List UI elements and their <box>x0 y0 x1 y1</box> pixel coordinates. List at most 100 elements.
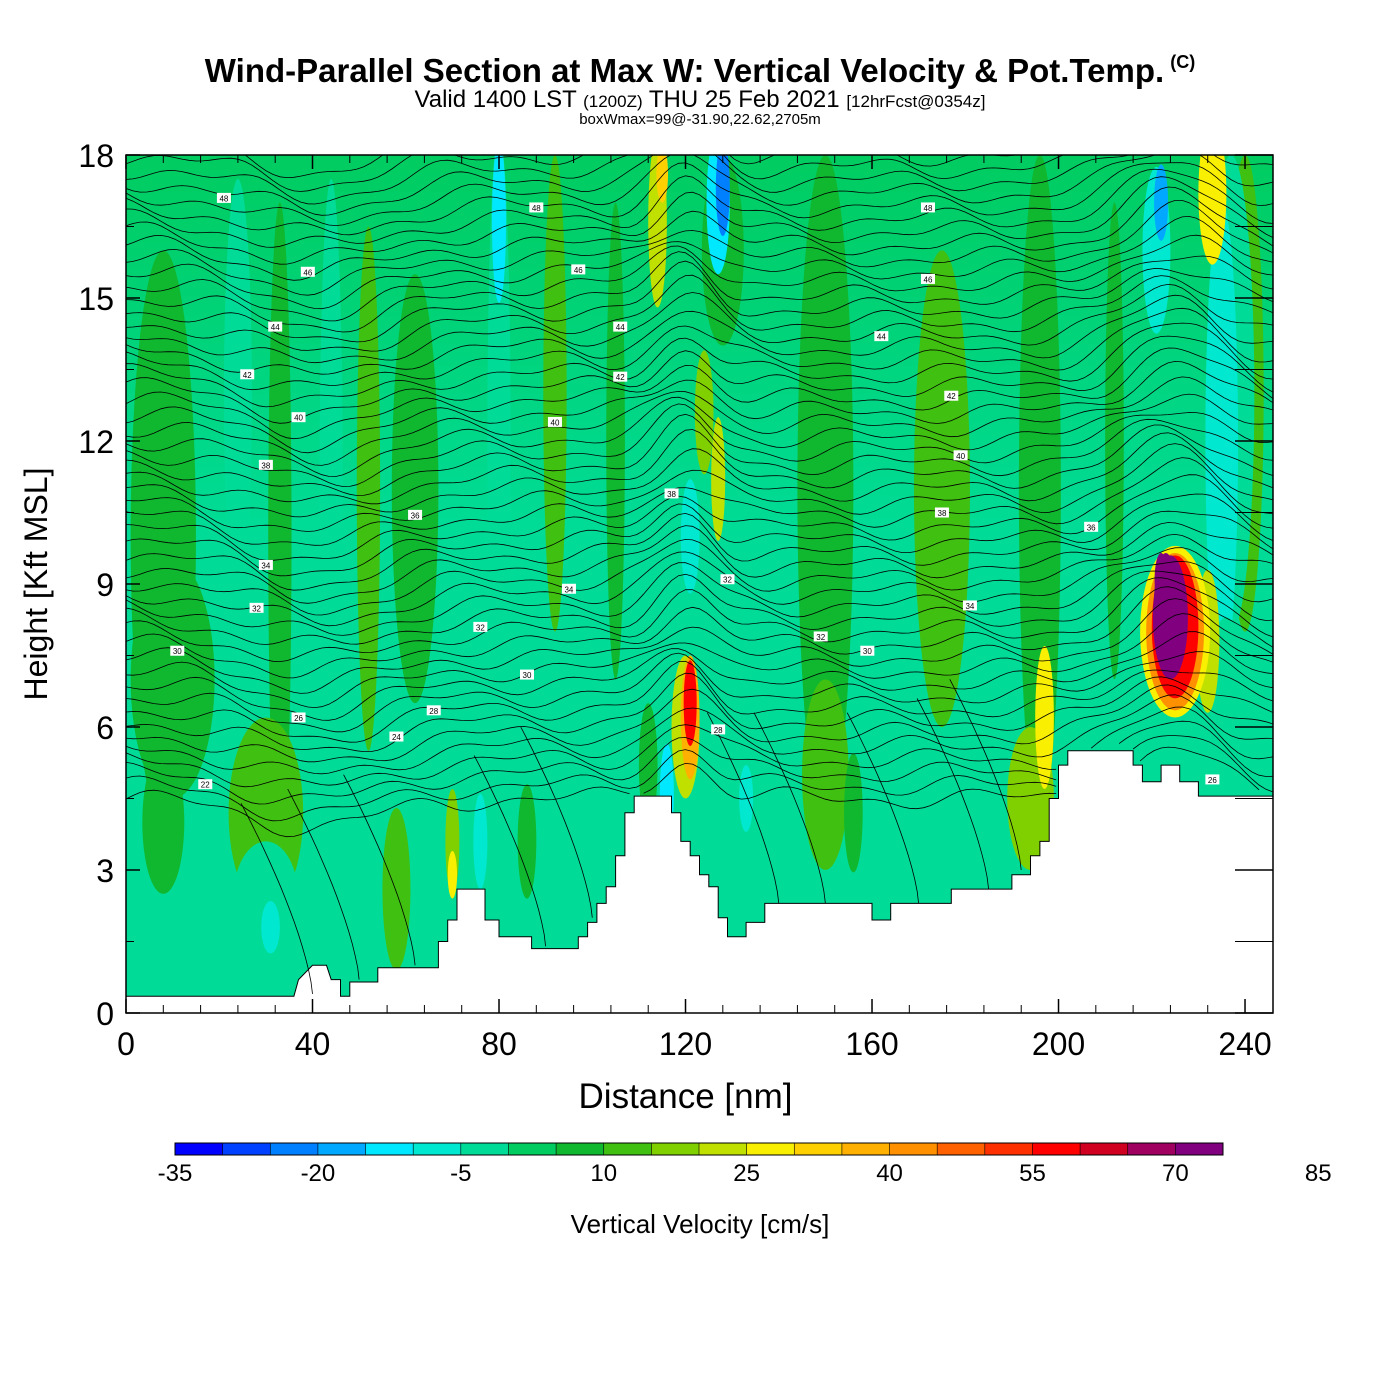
svg-text:28: 28 <box>714 726 723 735</box>
isentrope-line <box>126 735 1273 822</box>
velocity-cell <box>1105 202 1124 680</box>
isentrope-line <box>126 393 1273 477</box>
isentrope-line <box>126 443 1273 532</box>
colorbar-swatch <box>603 1143 652 1155</box>
y-tick-label: 15 <box>78 281 114 317</box>
velocity-cell <box>517 784 537 899</box>
colorbar-swatch <box>508 1143 557 1155</box>
isentrope-line <box>126 155 1018 192</box>
colorbar-label: Vertical Velocity [cm/s] <box>571 1209 830 1239</box>
valid-time: Valid 1400 LST <box>414 86 577 113</box>
colorbar-swatch <box>175 1143 224 1155</box>
isentrope-line <box>916 698 989 890</box>
isentrope-line <box>240 803 313 994</box>
svg-text:26: 26 <box>294 714 303 723</box>
svg-text:38: 38 <box>938 509 947 518</box>
colorbar-swatch <box>651 1143 700 1155</box>
velocity-cell <box>1198 155 1227 265</box>
x-tick-label: 80 <box>481 1026 517 1062</box>
colorbar-swatch <box>1175 1143 1224 1155</box>
x-tick-label: 0 <box>117 1026 135 1062</box>
isentrope-label: 26 <box>291 712 306 723</box>
velocity-cell <box>715 155 730 237</box>
velocity-cell <box>473 793 488 890</box>
chart-title: Wind-Parallel Section at Max W: Vertical… <box>0 52 1400 90</box>
velocity-cell <box>844 753 863 873</box>
svg-text:32: 32 <box>723 576 732 585</box>
isentrope-line <box>126 155 1273 216</box>
x-tick-label: 240 <box>1218 1026 1271 1062</box>
isentrope-line <box>126 651 1273 733</box>
x-tick-label: 40 <box>295 1026 331 1062</box>
velocity-cell <box>268 202 292 871</box>
svg-text:34: 34 <box>261 561 270 570</box>
svg-text:42: 42 <box>243 371 252 380</box>
colorbar-swatch <box>413 1143 462 1155</box>
terrain <box>125 750 1274 1014</box>
velocity-cell <box>797 155 854 823</box>
velocity-cell <box>802 679 849 871</box>
svg-text:36: 36 <box>411 511 420 520</box>
svg-text:46: 46 <box>303 268 312 277</box>
isentrope-line <box>126 720 1273 805</box>
isentrope-line <box>706 712 780 904</box>
isentrope-label: 28 <box>426 705 441 716</box>
isentrope-line <box>126 155 1273 227</box>
isentrope-label: 32 <box>249 602 264 613</box>
forecast-info: [12hrFcst@0354z] <box>846 92 986 111</box>
isentrope-label: 38 <box>664 488 679 499</box>
svg-text:48: 48 <box>924 204 933 213</box>
velocity-cell <box>1018 155 1061 823</box>
isentrope-line <box>244 155 384 179</box>
isentrope-line <box>126 335 1273 424</box>
isentrope-label: 22 <box>198 779 213 790</box>
isentrope-label: 26 <box>1205 774 1220 785</box>
isentrope-label: 32 <box>813 631 828 642</box>
isentrope-label: 48 <box>529 202 544 213</box>
colorbar-swatch <box>222 1143 271 1155</box>
isentrope-line <box>126 376 1273 466</box>
colorbar-swatch <box>270 1143 319 1155</box>
isentrope-label: 46 <box>571 264 586 275</box>
svg-text:36: 36 <box>1087 523 1096 532</box>
velocity-cell <box>223 178 252 608</box>
isentrope-line <box>126 200 1273 296</box>
velocity-cell <box>391 274 439 704</box>
svg-text:32: 32 <box>476 623 485 632</box>
velocity-cell <box>200 898 257 975</box>
colorbar-tick-label: 25 <box>733 1160 760 1187</box>
isentrope-line <box>126 510 1273 591</box>
colorbar-swatch <box>460 1143 509 1155</box>
svg-text:42: 42 <box>947 392 956 401</box>
isentrope-line <box>126 522 1273 604</box>
velocity-cell <box>708 698 747 870</box>
isentrope-line <box>126 215 1273 310</box>
y-tick-label: 18 <box>78 138 114 174</box>
colorbar-swatch <box>841 1143 890 1155</box>
colorbar-tick-label: -35 <box>158 1160 193 1187</box>
colorbar-swatch <box>937 1143 986 1155</box>
svg-text:26: 26 <box>1208 776 1217 785</box>
isentrope-line <box>126 322 1273 408</box>
isentrope-label: 38 <box>934 507 949 518</box>
colorbar-swatch <box>699 1143 748 1155</box>
isentrope-label: 46 <box>300 266 315 277</box>
svg-text:40: 40 <box>956 452 965 461</box>
isentrope-line <box>126 176 1273 265</box>
svg-text:22: 22 <box>201 781 210 790</box>
velocity-cell <box>913 250 970 728</box>
svg-text:38: 38 <box>667 490 676 499</box>
velocity-cell <box>447 850 458 899</box>
isentrope-label: 40 <box>953 450 968 461</box>
velocity-cell <box>142 750 185 894</box>
isentrope-label: 34 <box>258 559 273 570</box>
isentrope-line <box>126 162 1273 236</box>
isentrope-line <box>753 712 826 904</box>
isentrope-line <box>126 533 1273 616</box>
isentrope-label: 46 <box>920 273 935 284</box>
svg-text:28: 28 <box>429 707 438 716</box>
svg-text:30: 30 <box>173 647 182 656</box>
velocity-cell <box>261 900 280 954</box>
isentrope-label: 38 <box>258 459 273 470</box>
isentrope-line <box>126 432 1273 518</box>
